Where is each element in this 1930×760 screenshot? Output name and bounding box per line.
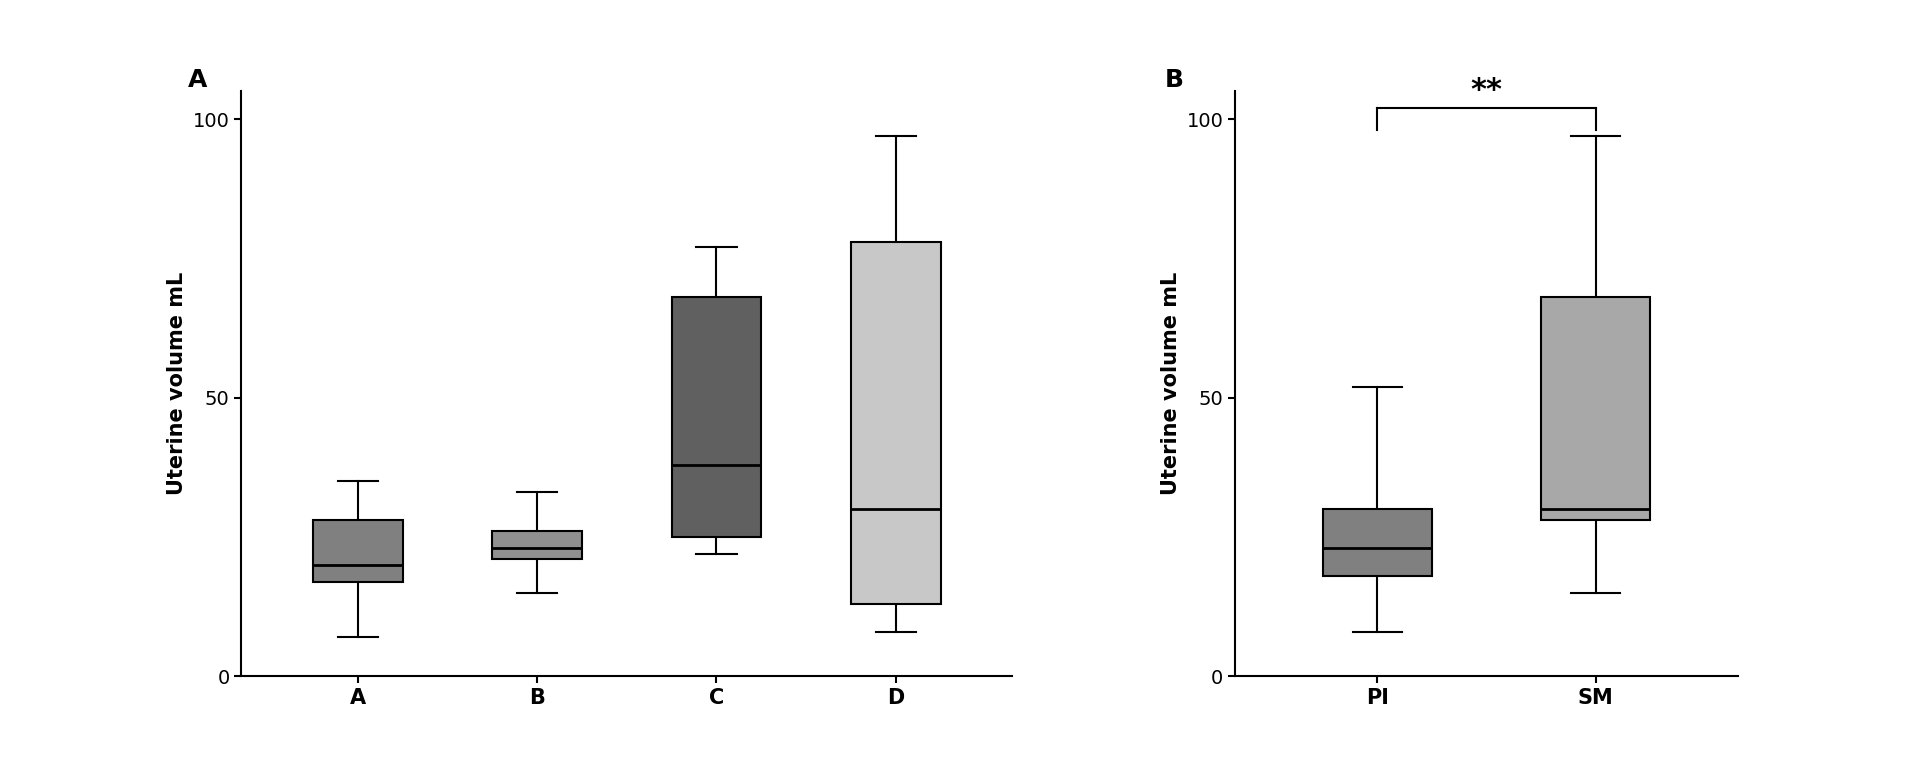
Bar	[672, 297, 760, 537]
Bar	[1540, 297, 1650, 521]
Bar	[492, 531, 581, 559]
Bar	[313, 521, 403, 581]
Bar	[1322, 509, 1432, 576]
Bar	[851, 242, 940, 604]
Y-axis label: Uterine volume mL: Uterine volume mL	[168, 272, 187, 496]
Text: A: A	[187, 68, 207, 92]
Text: B: B	[1164, 68, 1183, 92]
Text: **: **	[1471, 76, 1502, 105]
Y-axis label: Uterine volume mL: Uterine volume mL	[1160, 272, 1181, 496]
